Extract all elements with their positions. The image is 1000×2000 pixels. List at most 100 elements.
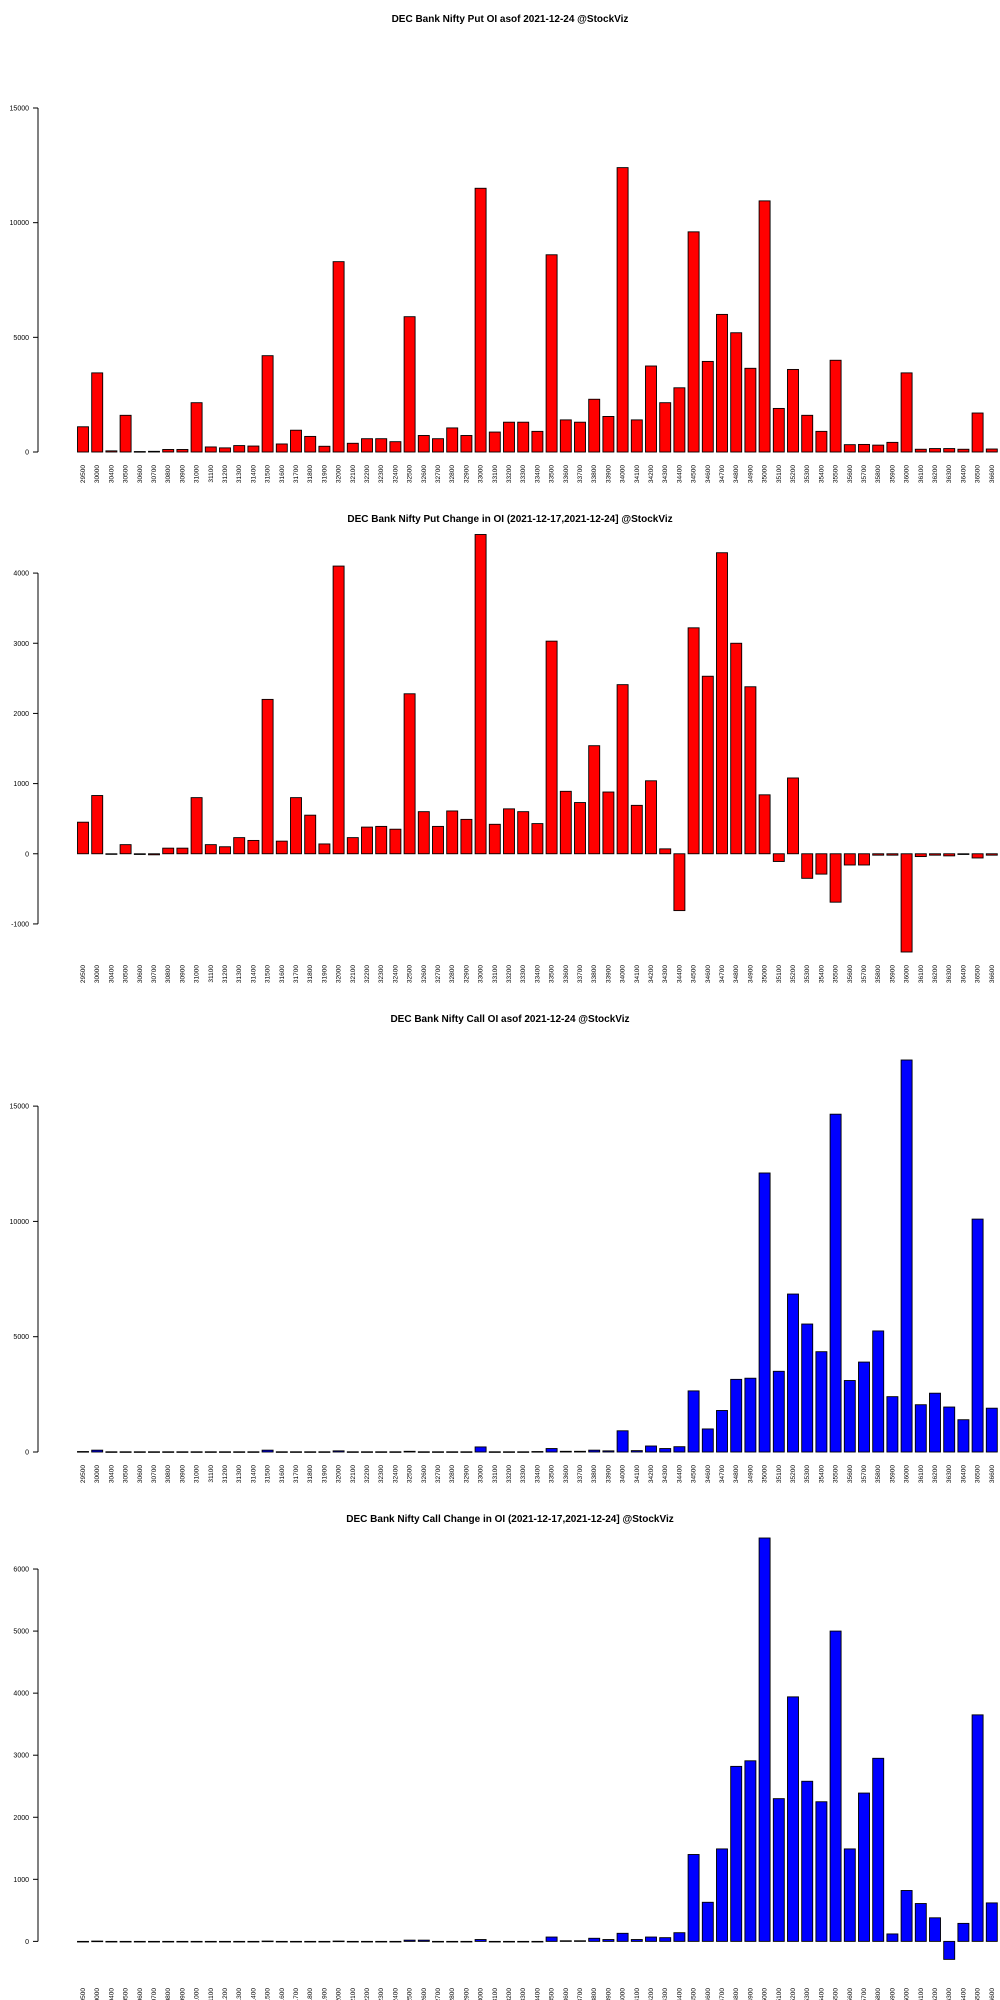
x-tick-label: 33500 [549,1465,556,1483]
x-tick-label: 31000 [194,965,201,983]
x-tick-label: 32000 [336,1465,343,1483]
bar-34700 [716,552,728,855]
x-tick-label: 32500 [407,1988,414,2000]
bar-34200 [645,1445,657,1453]
bar-31600 [275,443,288,453]
bar-34000 [616,167,629,453]
bar-33900 [602,1939,615,1942]
x-tick-label: 32300 [378,965,385,983]
x-tick-label: 35300 [804,1465,811,1483]
x-tick-label: 31800 [307,1988,314,2000]
bar-33000 [474,1446,487,1453]
bar-34900 [744,367,757,453]
x-tick-label: 32400 [392,1988,399,2000]
x-tick-label: 35500 [833,965,840,983]
x-tick-label: 33000 [478,1465,485,1483]
bar-35700 [858,1361,870,1453]
bar-31600 [275,1940,288,1943]
bar-36100 [914,448,927,453]
y-tick-label: 5000 [13,335,29,342]
x-tick-label: 31500 [265,965,272,983]
bar-35500 [829,1113,842,1453]
x-tick-label: 33100 [492,965,499,983]
bar-30500 [119,1451,132,1453]
bar-31200 [219,1451,231,1453]
x-tick-label: 36300 [946,965,953,983]
bar-32200 [361,1940,373,1943]
bar-30700 [148,1451,160,1453]
x-tick-label: 34100 [634,1465,641,1483]
bar-30000 [91,372,104,453]
x-tick-label: 34400 [676,1988,683,2000]
y-tick-label: 2000 [13,1815,29,1822]
bar-36100 [914,1903,927,1942]
x-tick-label: 33300 [520,965,527,983]
x-tick-label: 34700 [719,1988,726,2000]
bar-36300 [943,1406,956,1453]
x-tick-label: 34600 [705,1988,712,2000]
bar-32000 [332,261,345,453]
bar-31900 [318,445,331,453]
x-tick-label: 33100 [492,465,499,483]
bar-36000 [900,1890,913,1942]
x-tick-label: 35500 [833,1465,840,1483]
x-tick-label: 35800 [875,465,882,483]
x-tick-label: 31100 [208,1988,215,2000]
x-tick-label: 32700 [435,965,442,983]
x-tick-label: 35100 [776,1465,783,1483]
x-tick-label: 33700 [577,1465,584,1483]
bar-34200 [645,1936,657,1942]
x-tick-label: 32300 [378,465,385,483]
bar-33300 [517,1940,530,1943]
bar-29500 [77,426,89,453]
x-tick-label: 35200 [790,1465,797,1483]
bar-31800 [304,1451,317,1453]
bar-34700 [716,1410,728,1453]
bar-35500 [829,1630,842,1942]
x-tick-label: 30700 [151,1465,158,1483]
bar-34600 [701,360,714,453]
x-tick-label: 33800 [591,465,598,483]
x-tick-label: 29500 [80,1465,87,1483]
x-tick-label: 32500 [407,465,414,483]
bar-33100 [488,1940,501,1943]
bar-36500 [971,1218,984,1453]
bar-35400 [815,1801,828,1942]
x-tick-label: 36100 [918,465,925,483]
bar-36200 [929,1917,941,1942]
y-tick-label: 10000 [10,1219,30,1226]
bar-35800 [872,1757,885,1942]
y-tick-label: -1000 [11,921,29,928]
x-tick-label: 30000 [94,965,101,983]
chart-panel-1: DEC Bank Nifty Put OI asof 2021-12-24 @S… [0,0,1000,500]
bar-32000 [332,565,345,855]
x-tick-label: 30900 [179,1465,186,1483]
bar-31400 [247,1451,260,1453]
x-tick-label: 36500 [975,1988,982,2000]
x-tick-label: 34400 [676,965,683,983]
bar-33300 [517,421,530,453]
x-tick-label: 32200 [364,1465,371,1483]
x-tick-label: 32000 [336,1988,343,2000]
bar-30500 [119,414,132,453]
x-tick-label: 32100 [350,1988,357,2000]
x-tick-label: 35400 [818,465,825,483]
bar-29500 [77,821,89,855]
x-tick-label: 34200 [648,465,655,483]
bar-33700 [574,421,586,453]
bar-32800 [446,427,459,453]
bar-33900 [602,416,615,453]
bar-30500 [119,844,132,855]
bar-31300 [233,1451,246,1453]
x-tick-label: 36000 [904,965,911,983]
bar-35000 [758,200,771,453]
bar-31500 [261,698,274,855]
y-tick-label: 5000 [13,1629,29,1636]
x-tick-label: 32600 [421,965,428,983]
bar-31600 [275,1451,288,1453]
bar-30400 [105,1940,118,1943]
y-tick-label: 3000 [13,641,29,648]
bar-36600 [985,853,998,856]
bar-33500 [545,254,558,453]
x-tick-label: 31900 [321,965,328,983]
